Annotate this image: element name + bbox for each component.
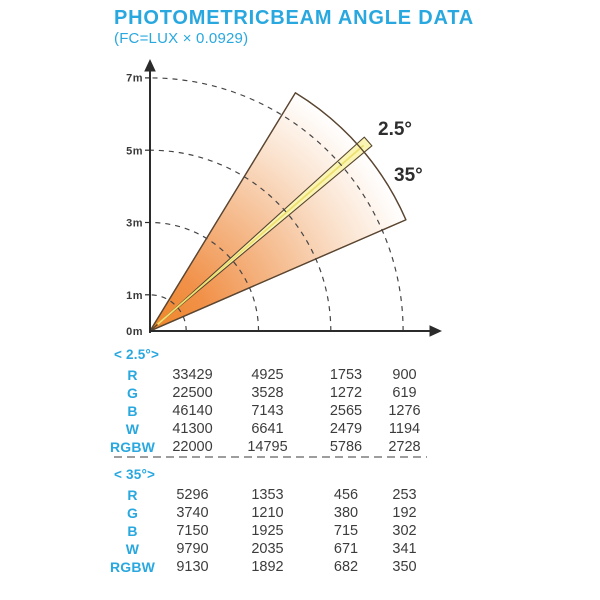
value-cell: 350: [392, 559, 417, 575]
arc-5m: [149, 149, 332, 332]
table-row: RGBW 22000 14795 5786 2728: [105, 438, 427, 456]
distance-arcs: [149, 77, 404, 332]
value-cell: 41300: [172, 421, 213, 437]
table-row: W 9790 2035 671 341: [105, 540, 427, 558]
beam-angle-diagram: 7m 5m 3m 1m 0m 2.5° 35°: [126, 59, 442, 338]
row-label: RGBW: [109, 559, 156, 575]
value-cell: 9790: [176, 541, 209, 557]
row-label: B: [127, 403, 138, 419]
table-separator: [114, 456, 427, 458]
row-label: R: [127, 487, 138, 503]
value-cell: 14795: [247, 439, 288, 455]
table-body-2-5deg: R 33429 4925 1753 900 G 22500 3528 1272 619 B 46140…: [105, 366, 427, 456]
table-row: B 7150 1925 715 302: [105, 522, 427, 540]
beam-angle-label-2-5: 2.5°: [378, 119, 412, 140]
table-row: R 5296 1353 456 253: [105, 486, 427, 504]
value-cell: 9130: [176, 559, 209, 575]
value-cell: 1272: [329, 385, 363, 401]
value-cell: 7150: [176, 523, 209, 539]
table-row: G 22500 3528 1272 619: [105, 384, 427, 402]
row-label: RGBW: [109, 439, 156, 455]
value-cell: 33429: [172, 367, 213, 383]
value-cell: 5296: [176, 487, 209, 503]
value-cell: 22500: [172, 385, 213, 401]
row-label: R: [127, 367, 138, 383]
page-subtitle: (FC=LUX × 0.0929): [114, 30, 249, 47]
table-35deg: < 35°> R 5296 1353 456 253 G 3740 1210 380 192 B 71…: [105, 466, 427, 576]
value-cell: 192: [392, 505, 417, 521]
axis-tick-label-1m: 1m: [126, 290, 143, 302]
value-cell: 1892: [251, 559, 284, 575]
axis-tick-label-0m: 0m: [126, 326, 143, 338]
table-row: RGBW 9130 1892 682 350: [105, 558, 427, 576]
value-cell: 1753: [329, 367, 363, 383]
value-cell: 4925: [251, 367, 284, 383]
beam-ray-2-5deg: [149, 136, 373, 332]
value-cell: 7143: [251, 403, 284, 419]
value-cell: 1194: [388, 421, 421, 437]
table-row: R 33429 4925 1753 900: [105, 366, 427, 384]
value-cell: 302: [392, 523, 417, 539]
value-cell: 22000: [172, 439, 213, 455]
table-header-35deg: < 35°>: [114, 467, 156, 482]
value-cell: 1210: [251, 505, 284, 521]
axis-tick-label-3m: 3m: [126, 218, 143, 230]
value-cell: 5786: [329, 439, 363, 455]
value-cell: 46140: [172, 403, 213, 419]
y-axis-arrow-icon: [144, 59, 156, 72]
beam-angle-label-35: 35°: [394, 165, 423, 186]
value-cell: 1353: [251, 487, 284, 503]
value-cell: 2479: [329, 421, 363, 437]
page-title: PHOTOMETRICBEAM ANGLE DATA: [114, 7, 475, 29]
value-cell: 1276: [388, 403, 421, 419]
table-row: G 3740 1210 380 192: [105, 504, 427, 522]
value-cell: 3740: [176, 505, 209, 521]
value-cell: 3528: [251, 385, 284, 401]
value-cell: 253: [392, 487, 417, 503]
value-cell: 6641: [251, 421, 284, 437]
arc-3m: [149, 221, 260, 332]
value-cell: 900: [392, 367, 417, 383]
wedge-outline: [149, 92, 407, 332]
value-cell: 380: [333, 505, 359, 521]
row-label: G: [126, 505, 139, 521]
row-label: G: [126, 385, 139, 401]
row-label: W: [125, 541, 140, 557]
table-row: W 41300 6641 2479 1194: [105, 420, 427, 438]
row-label: B: [127, 523, 138, 539]
table-2-5deg: < 2.5°> R 33429 4925 1753 900 G 22500 3528 1272 6…: [105, 346, 427, 456]
value-cell: 671: [333, 541, 359, 557]
beam-wedge-35deg: [149, 92, 407, 332]
x-axis-arrow-icon: [429, 325, 442, 337]
value-cell: 456: [333, 487, 359, 503]
arc-1m: [149, 294, 187, 332]
row-label: W: [125, 421, 140, 437]
value-cell: 2035: [251, 541, 284, 557]
value-cell: 1925: [251, 523, 284, 539]
value-cell: 715: [333, 523, 359, 539]
value-cell: 2728: [388, 439, 421, 455]
axes: [145, 70, 431, 333]
axis-tick-label-5m: 5m: [126, 146, 143, 158]
value-cell: 619: [392, 385, 417, 401]
value-cell: 341: [392, 541, 417, 557]
table-header-2-5deg: < 2.5°>: [114, 347, 160, 362]
value-cell: 682: [333, 559, 359, 575]
table-body-35deg: R 5296 1353 456 253 G 3740 1210 380 192 B 7150 1925 7…: [105, 486, 427, 576]
value-cell: 2565: [329, 403, 363, 419]
axis-tick-label-7m: 7m: [126, 73, 143, 85]
table-row: B 46140 7143 2565 1276: [105, 402, 427, 420]
